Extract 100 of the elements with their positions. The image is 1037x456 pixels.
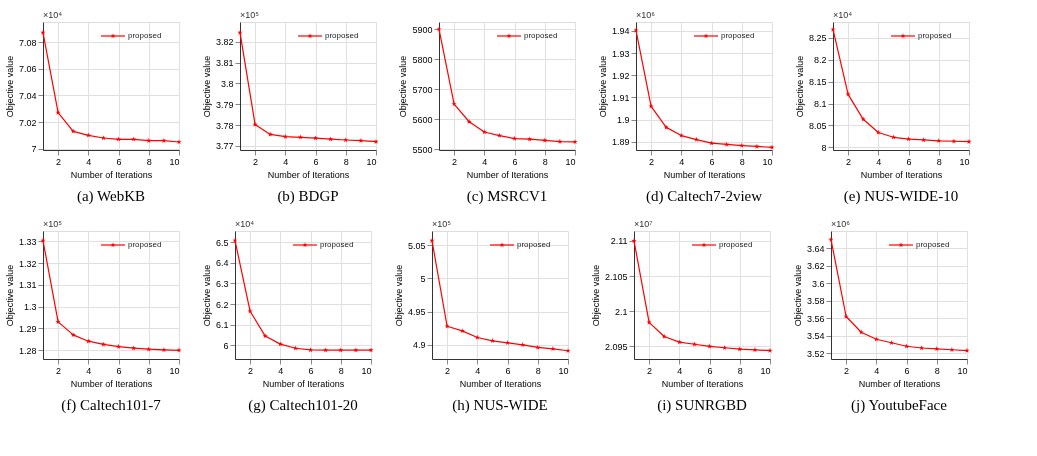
point	[131, 136, 137, 142]
legend-label: proposed	[719, 240, 753, 249]
text: ×10⁴	[43, 10, 63, 20]
y-axis-title: Objective value	[201, 55, 212, 118]
y-axis-title: Objective value	[4, 55, 15, 118]
x-tick-label: 10	[957, 365, 968, 376]
y-tick-label: 3.58	[806, 296, 825, 307]
x-tick-label: 6	[116, 365, 122, 376]
x-tick-label: 6	[116, 156, 122, 167]
y-tick-label: 6	[223, 340, 229, 351]
x-tick-label: 6	[904, 365, 910, 376]
y-axis-title: Objective value	[393, 264, 404, 327]
point	[481, 129, 487, 135]
point	[466, 119, 472, 124]
y-tick-label: 1.91	[611, 92, 630, 103]
point	[444, 323, 450, 329]
text: (c) MSRCV1	[466, 188, 548, 205]
point	[338, 347, 344, 353]
x-tick-label: 6	[313, 156, 319, 167]
y-tick-label: 3.62	[806, 261, 825, 272]
x-tick-label: 6	[707, 365, 713, 376]
point	[633, 27, 639, 33]
text: ×10⁵	[43, 219, 63, 229]
y-tick-label: 5	[420, 273, 426, 284]
point	[951, 138, 957, 144]
legend-label: proposed	[721, 31, 755, 40]
x-tick-label: 8	[737, 365, 743, 376]
point	[40, 29, 46, 35]
legend-label: proposed	[128, 240, 162, 249]
point	[131, 345, 137, 351]
y-tick-label: 1.32	[18, 258, 37, 269]
x-tick-label: 2	[846, 156, 852, 167]
y-axis-title: Objective value	[792, 264, 803, 327]
y-axis-title: Objective value	[794, 55, 805, 118]
x-tick-label: 8	[343, 156, 349, 167]
text: (j) YoutubeFace	[851, 397, 948, 414]
point	[429, 237, 435, 243]
y-tick-label: 6.3	[215, 278, 229, 289]
x-tick-label: 8	[936, 156, 942, 167]
text: ×10⁶	[636, 10, 656, 20]
y-tick-label: 8	[821, 142, 827, 153]
point	[474, 334, 480, 340]
point	[921, 137, 927, 143]
y-axis-title: Objective value	[597, 55, 608, 118]
point	[297, 134, 304, 140]
y-tick-label: 6.5	[215, 237, 229, 248]
y-tick-label: 5900	[412, 24, 433, 35]
x-axis-title: Number of Iterations	[858, 378, 941, 389]
point	[146, 346, 152, 352]
point	[292, 345, 299, 351]
x-tick-label: 10	[762, 156, 773, 167]
point	[85, 338, 91, 344]
text: (e) NUS-WIDE-10	[843, 188, 959, 205]
y-tick-label: 6.1	[215, 320, 229, 331]
y-tick-label: 5600	[412, 114, 433, 125]
y-tick-label: 1.29	[18, 323, 37, 334]
y-tick-label: 4.95	[407, 307, 426, 318]
x-tick-label: 10	[169, 365, 180, 376]
text: (b) BDGP	[277, 188, 339, 205]
point	[100, 341, 107, 347]
x-tick-label: 4	[876, 156, 882, 167]
text: (i) SUNRGBD	[657, 397, 747, 414]
point	[232, 237, 238, 243]
x-tick-label: 2	[445, 365, 451, 376]
text: ×10⁶	[831, 219, 851, 229]
x-tick-label: 8	[146, 156, 152, 167]
y-tick-label: 5700	[412, 84, 433, 95]
text: (a) WebKB	[76, 188, 146, 205]
point	[262, 333, 268, 339]
point	[70, 332, 76, 338]
x-tick-label: 6	[505, 365, 511, 376]
point	[282, 133, 288, 139]
point	[247, 308, 253, 314]
point	[752, 347, 758, 353]
point	[693, 136, 700, 142]
x-axis-title: Number of Iterations	[262, 378, 345, 389]
point	[828, 236, 834, 242]
y-tick-label: 3.78	[215, 120, 234, 131]
point	[328, 136, 334, 142]
y-tick-label: 5800	[412, 54, 433, 65]
point	[459, 328, 465, 334]
y-tick-label: 3.52	[806, 348, 825, 359]
point	[888, 340, 895, 345]
y-axis-title: Objective value	[398, 55, 409, 118]
x-tick-label: 4	[86, 156, 92, 167]
y-tick-label: 8.2	[813, 55, 827, 66]
point	[550, 346, 556, 351]
point	[176, 347, 182, 353]
x-tick-label: 2	[647, 365, 653, 376]
point	[277, 341, 283, 347]
legend-label: proposed	[325, 31, 359, 40]
point	[858, 329, 864, 335]
x-tick-label: 2	[56, 156, 62, 167]
point	[919, 345, 925, 351]
point	[55, 319, 61, 325]
x-tick-label: 8	[739, 156, 745, 167]
y-tick-label: 1.28	[18, 345, 37, 356]
y-tick-label: 1.89	[611, 137, 630, 148]
y-tick-label: 5500	[412, 144, 433, 155]
x-tick-label: 10	[565, 156, 576, 167]
